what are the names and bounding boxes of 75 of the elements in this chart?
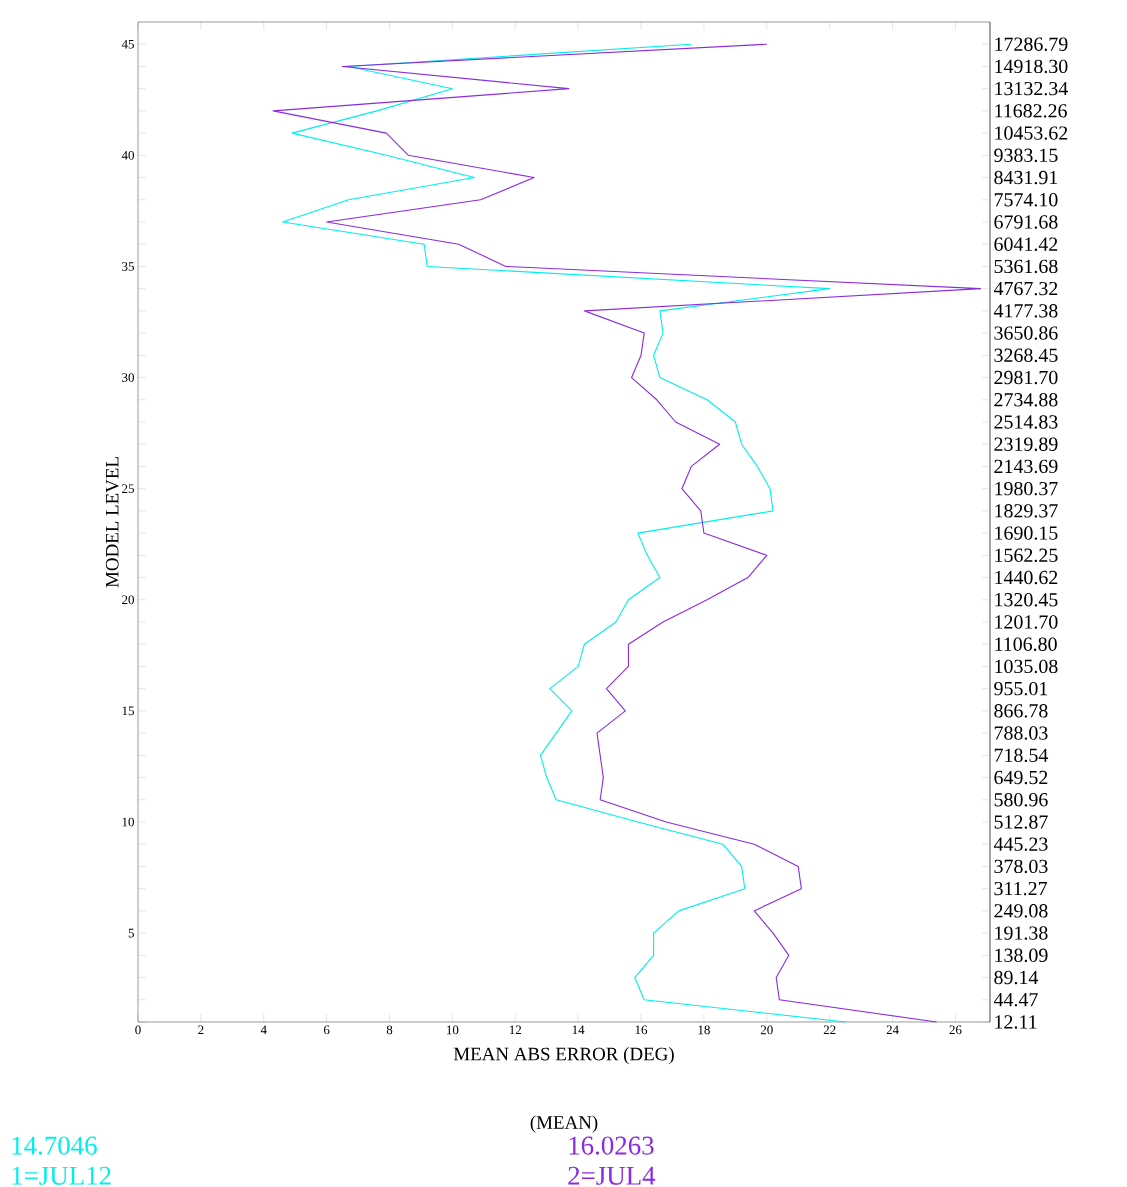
category-label: 6791.68 xyxy=(994,215,1058,229)
x-tick-label: 20 xyxy=(760,1025,773,1035)
category-label: 955.01 xyxy=(994,681,1048,696)
category-label: 2734.88 xyxy=(994,393,1058,407)
category-label: 8431.91 xyxy=(994,170,1058,185)
x-tick-label: 14 xyxy=(572,1025,585,1035)
text: 16.0263 xyxy=(569,1136,654,1155)
category-label: 1980.37 xyxy=(995,481,1058,496)
y-tick-label: 5 xyxy=(128,928,134,938)
y-axis-title: MODEL LEVEL xyxy=(105,457,119,588)
y-tick-label: 25 xyxy=(122,484,134,494)
y-tick-label: 20 xyxy=(122,595,134,605)
x-tick-label: 22 xyxy=(823,1025,836,1035)
text: 1=JUL12 xyxy=(12,1166,111,1185)
category-label: 14918.30 xyxy=(995,59,1068,74)
category-label: 249.08 xyxy=(994,904,1048,918)
category-label: 138.09 xyxy=(995,948,1048,963)
category-label: 44.47 xyxy=(993,993,1038,1007)
y-tick-label: 45 xyxy=(121,39,134,49)
category-label: 378.03 xyxy=(994,859,1048,874)
category-label: 2981.70 xyxy=(994,370,1058,385)
y-tick-label: 10 xyxy=(122,817,134,827)
x-tick-label: 0 xyxy=(135,1025,141,1035)
category-label: 718.54 xyxy=(994,748,1049,763)
text: 2=JUL4 xyxy=(568,1166,656,1185)
category-label: 866.78 xyxy=(994,704,1048,718)
category-label: 89.14 xyxy=(994,970,1039,985)
category-label: 1829.37 xyxy=(995,504,1058,518)
category-label: 2514.83 xyxy=(994,415,1058,429)
category-label: 1201.70 xyxy=(995,615,1058,629)
text: 14.7046 xyxy=(12,1136,97,1155)
y-tick-label: 40 xyxy=(121,150,134,160)
category-label: 3650.86 xyxy=(994,326,1058,340)
category-label: 649.52 xyxy=(994,770,1048,785)
category-label: 10453.62 xyxy=(995,126,1068,140)
category-label: 311.27 xyxy=(994,881,1048,896)
x-tick-label: 6 xyxy=(323,1025,330,1035)
category-label: 1106.80 xyxy=(995,637,1057,651)
y-tick-label: 35 xyxy=(122,262,134,271)
category-label: 1690.15 xyxy=(995,526,1058,540)
x-tick-label: 18 xyxy=(698,1025,710,1035)
category-label: 13132.34 xyxy=(995,81,1068,96)
category-label: 445.23 xyxy=(993,837,1048,851)
x-tick-label: 24 xyxy=(886,1025,899,1035)
category-label: 2319.89 xyxy=(994,437,1058,451)
x-tick-label: 2 xyxy=(198,1025,204,1035)
y-tick-label: 15 xyxy=(122,706,134,716)
category-label: 17286.79 xyxy=(995,37,1068,51)
category-label: 9383.15 xyxy=(994,148,1058,163)
category-label: 5361.68 xyxy=(994,259,1058,274)
category-label: 1562.25 xyxy=(995,548,1058,563)
category-label: 1035.08 xyxy=(995,659,1058,674)
x-tick-label: 4 xyxy=(260,1025,267,1035)
x-tick-label: 8 xyxy=(386,1025,393,1035)
category-label: 1440.62 xyxy=(995,570,1058,585)
category-label: 2143.69 xyxy=(994,459,1058,474)
category-label: 512.87 xyxy=(994,815,1048,829)
x-tick-label: 16 xyxy=(635,1025,648,1035)
category-label: 191.38 xyxy=(995,926,1048,940)
category-label: 4177.38 xyxy=(993,304,1058,318)
x-axis-title: MEAN ABS ERROR (DEG) xyxy=(453,1047,674,1065)
category-label: 12.11 xyxy=(995,1015,1037,1029)
x-tick-label: 26 xyxy=(949,1025,962,1035)
x-tick-label: 12 xyxy=(509,1025,522,1035)
text: (MEAN) xyxy=(530,1115,598,1133)
category-label: 4767.32 xyxy=(993,281,1058,296)
category-label: 7574.10 xyxy=(994,193,1058,207)
category-label: 1320.45 xyxy=(995,593,1058,607)
category-label: 788.03 xyxy=(994,726,1048,740)
category-label: 11682.26 xyxy=(995,104,1067,118)
category-label: 3268.45 xyxy=(994,348,1058,363)
y-tick-label: 30 xyxy=(122,373,134,382)
x-tick-label: 10 xyxy=(447,1025,459,1035)
category-label: 580.96 xyxy=(994,793,1048,807)
category-label: 6041.42 xyxy=(994,237,1058,251)
